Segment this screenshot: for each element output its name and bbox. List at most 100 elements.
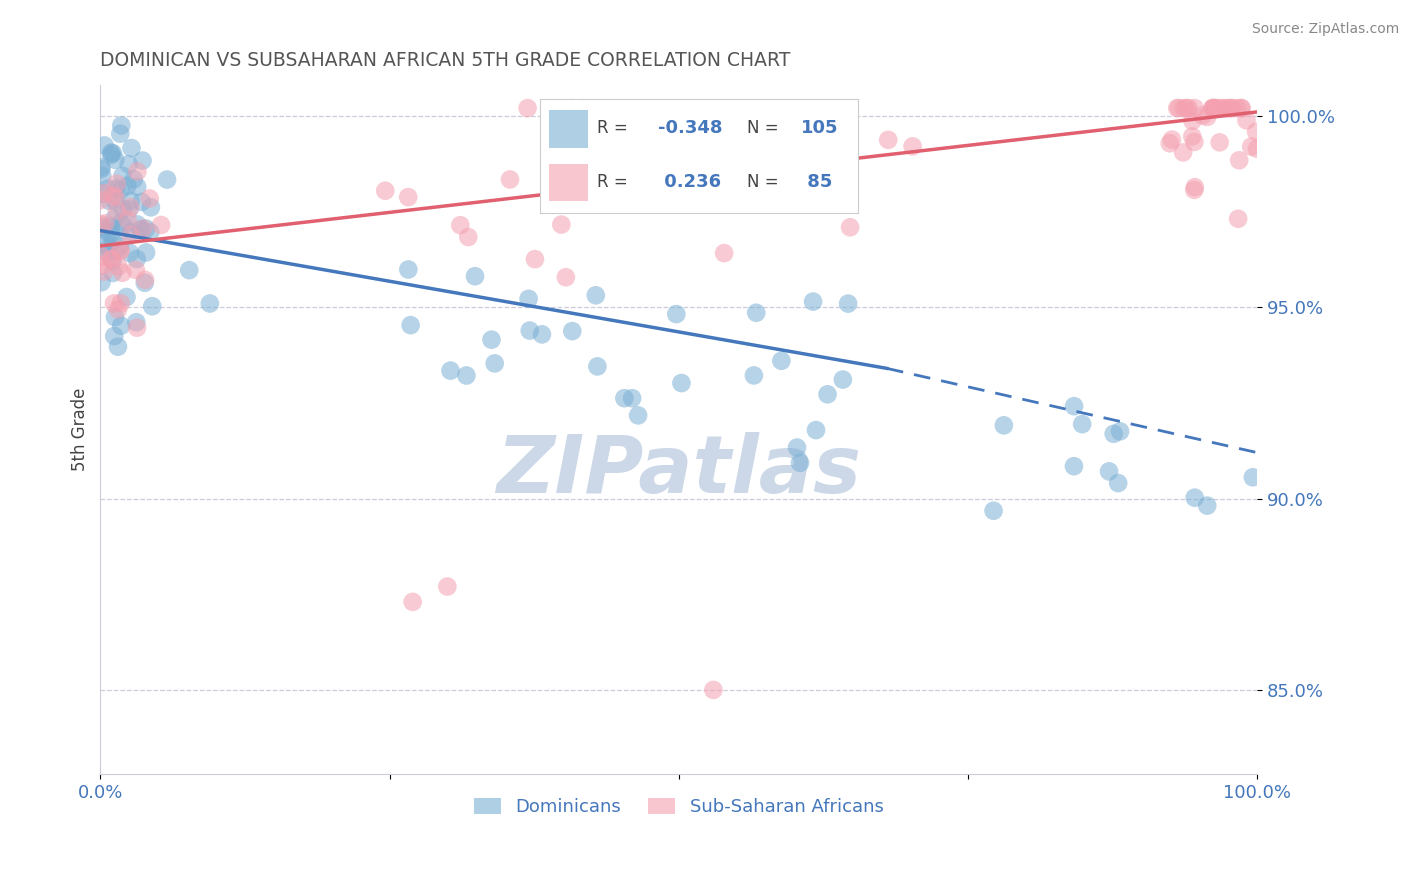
Point <box>550 218 572 232</box>
Point <box>1246 142 1268 156</box>
Point <box>1244 125 1267 139</box>
Point <box>817 387 839 401</box>
Point <box>1098 464 1121 478</box>
Point <box>742 368 765 383</box>
Point <box>396 190 419 204</box>
Point <box>101 266 124 280</box>
Point <box>101 146 124 161</box>
Point <box>585 288 607 302</box>
Point <box>1159 136 1181 151</box>
Point <box>530 327 553 342</box>
Point <box>90 275 112 289</box>
Point <box>110 119 132 133</box>
Point <box>90 162 112 177</box>
Point <box>457 230 479 244</box>
Point <box>1230 101 1253 115</box>
Point <box>134 276 156 290</box>
Point <box>103 234 125 248</box>
Point <box>600 168 623 182</box>
Point <box>107 260 129 274</box>
Point <box>401 595 423 609</box>
Point <box>745 306 768 320</box>
Point <box>517 292 540 306</box>
Point <box>1184 101 1206 115</box>
Point <box>104 190 127 204</box>
Point <box>129 222 152 236</box>
Point <box>1102 426 1125 441</box>
Point <box>97 242 120 256</box>
Point <box>1240 139 1263 153</box>
Point <box>100 252 122 266</box>
Point <box>1201 101 1223 115</box>
Point <box>93 186 115 201</box>
Point <box>519 324 541 338</box>
Point <box>801 294 824 309</box>
Point <box>122 172 145 186</box>
Point <box>561 324 583 338</box>
Point <box>150 218 173 232</box>
Point <box>131 153 153 168</box>
Point <box>484 356 506 370</box>
Point <box>983 504 1005 518</box>
Point <box>786 441 808 455</box>
Point <box>839 220 862 235</box>
Point <box>104 153 127 167</box>
Point <box>1204 101 1226 115</box>
Point <box>1218 101 1240 115</box>
Point <box>110 244 132 258</box>
Point <box>141 299 163 313</box>
Point <box>110 243 132 257</box>
Point <box>120 194 142 208</box>
Point <box>125 252 148 266</box>
Point <box>1236 113 1258 128</box>
Point <box>127 164 149 178</box>
Point <box>100 148 122 162</box>
Point <box>104 244 127 258</box>
Point <box>110 296 132 310</box>
Point <box>572 101 595 115</box>
Point <box>93 186 115 201</box>
Point <box>127 179 149 194</box>
Point <box>993 418 1015 433</box>
Point <box>104 194 127 209</box>
Point <box>671 376 693 390</box>
Point <box>627 409 650 423</box>
Point <box>399 318 422 333</box>
Point <box>97 226 120 240</box>
Point <box>1107 476 1129 491</box>
Point <box>125 263 148 277</box>
Point <box>103 296 125 310</box>
Point <box>796 118 818 132</box>
Point <box>100 219 122 234</box>
Point <box>1227 211 1250 226</box>
Point <box>103 329 125 343</box>
Point <box>1202 101 1225 115</box>
Point <box>1241 470 1264 484</box>
Point <box>118 202 141 217</box>
Point <box>561 101 583 115</box>
Point <box>1220 101 1243 115</box>
Point <box>117 157 139 171</box>
Point <box>101 253 124 268</box>
Point <box>121 141 143 155</box>
Point <box>1230 101 1253 115</box>
Point <box>523 252 546 267</box>
Point <box>93 264 115 278</box>
Point <box>93 138 115 153</box>
Point <box>110 318 132 333</box>
Point <box>374 184 396 198</box>
Point <box>139 225 162 239</box>
Point <box>436 580 458 594</box>
Point <box>98 194 121 208</box>
Point <box>901 139 924 153</box>
Point <box>112 202 135 216</box>
Point <box>198 296 221 310</box>
Point <box>1109 425 1132 439</box>
Point <box>100 145 122 160</box>
Point <box>1219 101 1241 115</box>
Point <box>110 127 132 141</box>
Point <box>91 258 114 272</box>
Point <box>139 200 162 214</box>
Point <box>1208 101 1230 115</box>
Point <box>107 302 129 317</box>
